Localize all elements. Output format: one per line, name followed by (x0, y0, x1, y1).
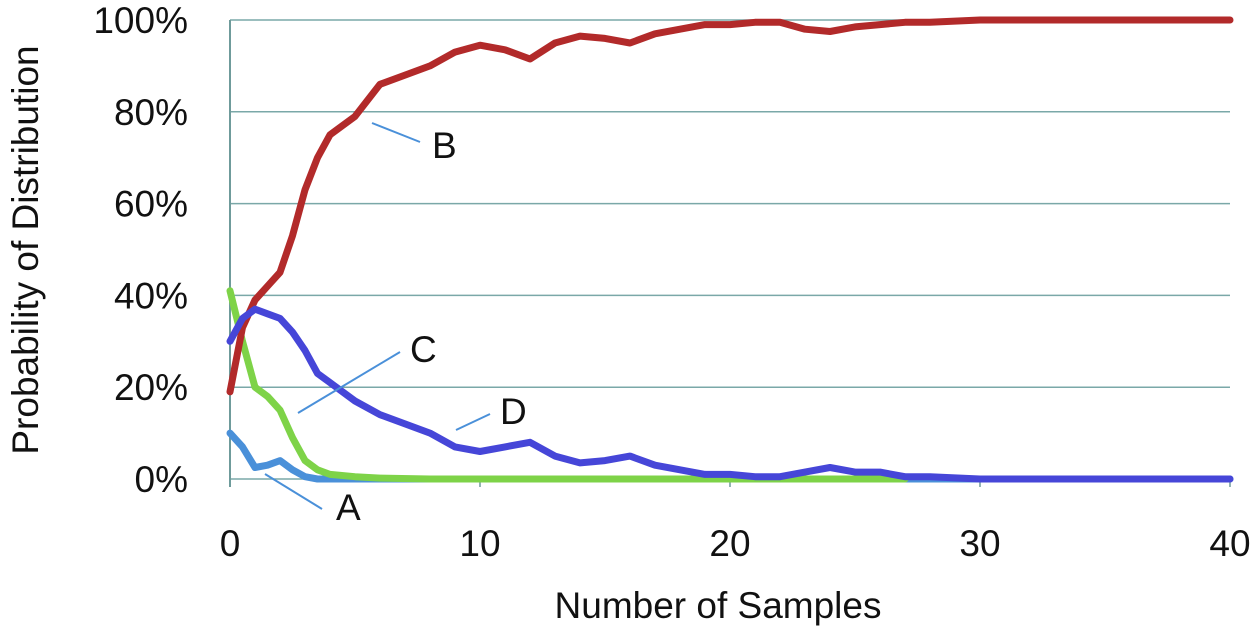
y-axis-title: Probability of Distribution (5, 45, 46, 454)
y-tick-label: 100% (93, 0, 188, 41)
y-tick-label: 60% (114, 184, 188, 225)
y-tick-label: 20% (114, 367, 188, 408)
series-line-c (226, 287, 909, 483)
annotation-label-b: B (432, 125, 457, 166)
axis-layer: 0% 20% 40% 60% 80% 100% 0 10 20 30 40 (93, 0, 1250, 564)
annotation-leader-b (371, 122, 421, 143)
x-tick-label: 10 (459, 523, 500, 564)
x-tick-label: 0 (220, 523, 241, 564)
x-tick-label: 30 (959, 523, 1000, 564)
x-axis-title: Number of Samples (555, 585, 882, 626)
annotation-leader-c (297, 351, 401, 414)
annotation-leader-a (264, 473, 323, 510)
annotation-leader-d (455, 413, 491, 431)
x-tick-label: 40 (1209, 523, 1250, 564)
y-tick-label: 40% (114, 275, 188, 316)
x-tick-label: 20 (709, 523, 750, 564)
series-line-d (226, 305, 1234, 483)
series-line-b (226, 16, 1234, 396)
y-tick-label: 80% (114, 92, 188, 133)
annotation-label-a: A (336, 487, 361, 528)
annotation-label-c: C (410, 329, 437, 370)
annotation-label-d: D (500, 391, 527, 432)
series-layer (226, 16, 1234, 483)
annotation-layer: A B C D (264, 122, 527, 528)
y-tick-label: 0% (135, 459, 188, 500)
